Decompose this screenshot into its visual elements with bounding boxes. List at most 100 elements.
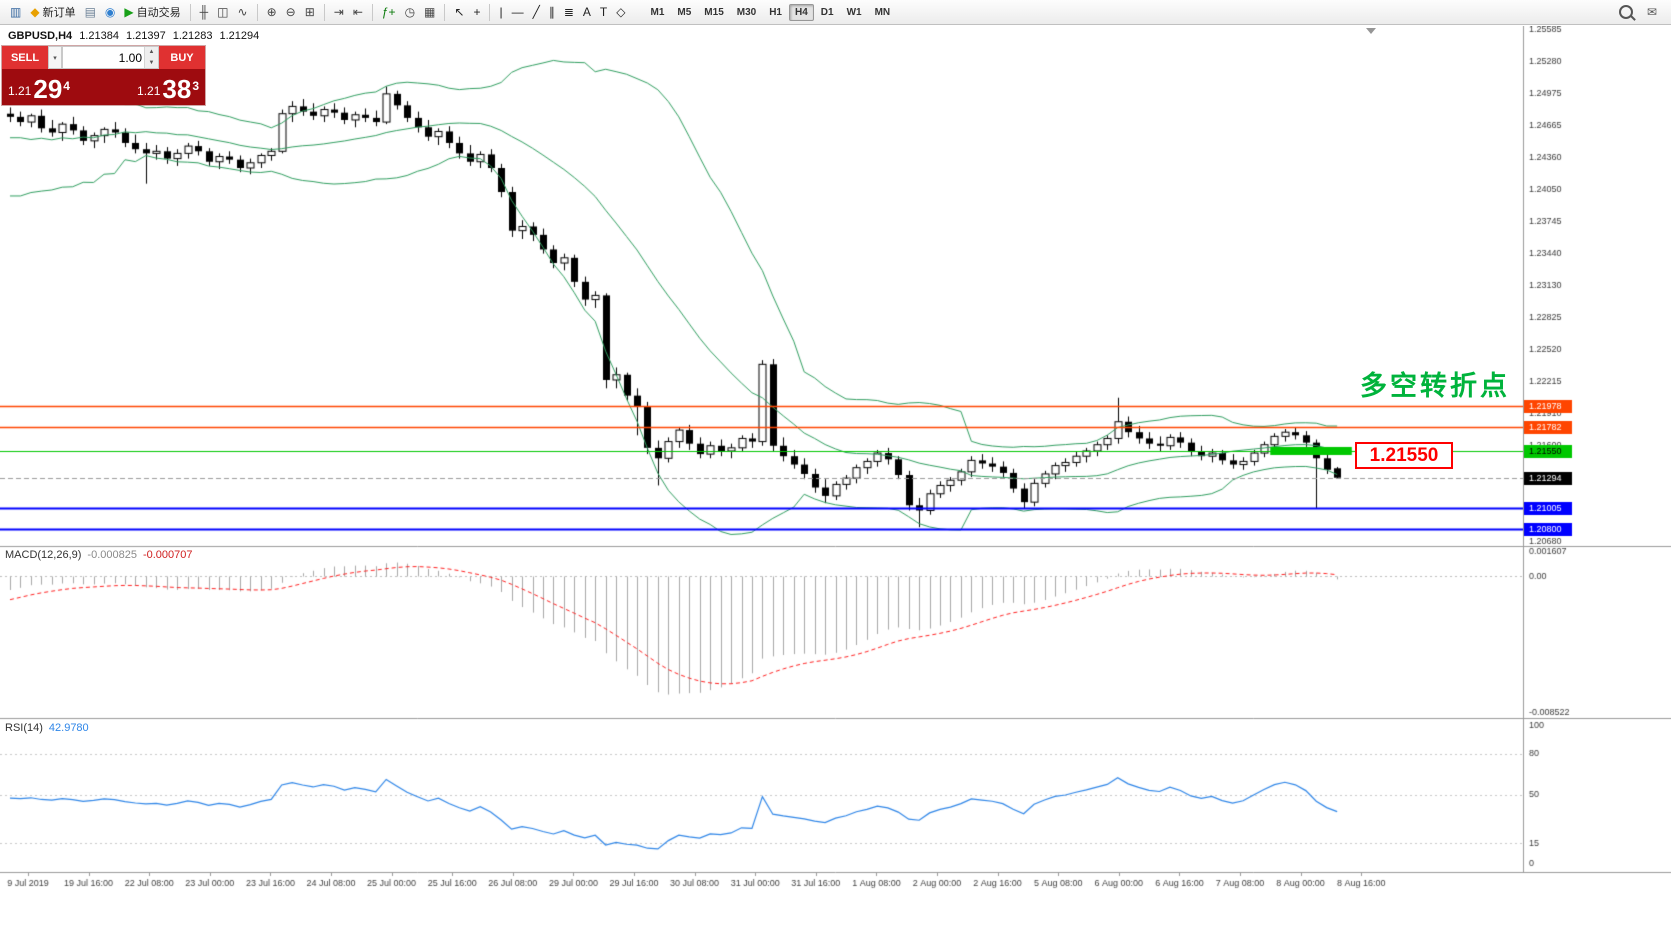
- autotrading-play-icon: ▶: [124, 5, 134, 19]
- timeframe-button-h4[interactable]: H4: [789, 3, 814, 21]
- caret-down-icon: ▾: [53, 54, 57, 62]
- autotrading-button-label: 自动交易: [136, 7, 181, 19]
- timeframe-button-mn[interactable]: MN: [874, 6, 891, 18]
- timeframe-button-m1[interactable]: M1: [650, 6, 665, 18]
- chart-ohlc-info: GBPUSD,H4 1.21384 1.21397 1.21283 1.21294: [8, 30, 266, 42]
- indicators-icon: ƒ+: [381, 5, 396, 19]
- lot-decrease-button[interactable]: ▼: [145, 57, 158, 68]
- timeframe-button-w1[interactable]: W1: [846, 6, 862, 18]
- line-chart-button[interactable]: ∿: [234, 1, 252, 23]
- toolbar-main-group: ▥ ◆ 新订单 ▤ ◉ ▶ 自动交易 ╫ ◫ ∿ ⊕ ⊖ ⊞ ⇥ ⇤ ƒ+ ◷ ▦ ↖ + | — ╱ ∥ ≣ A T ◇: [6, 1, 629, 23]
- timeframe-button-m5[interactable]: M5: [677, 6, 692, 18]
- timeframe-button-d1[interactable]: D1: [820, 6, 834, 18]
- zoom-in-button[interactable]: ⊕: [263, 1, 281, 23]
- bar-chart-button[interactable]: ╫: [196, 1, 213, 23]
- bid-ask-display: 1.21 29 4 1.21 38 3: [2, 69, 205, 105]
- cursor-icon: ↖: [454, 5, 465, 19]
- lot-stepper: ▲ ▼: [144, 47, 158, 68]
- vertical-line-icon: |: [499, 5, 503, 19]
- macd-main-value: -0.000825: [87, 549, 137, 561]
- rsi-value: 42.9780: [48, 722, 89, 734]
- lot-size-input[interactable]: [63, 47, 144, 68]
- horizontal-line-icon: —: [511, 5, 524, 19]
- macd-name: MACD(12,26,9): [5, 549, 82, 561]
- zoom-out-button[interactable]: ⊖: [282, 1, 300, 23]
- periods-clock-icon: ◷: [404, 5, 416, 19]
- toolbar-right-group: ✉: [1615, 1, 1665, 23]
- auto-scroll-icon: ⇥: [333, 5, 344, 19]
- templates-button[interactable]: ▦: [420, 1, 439, 23]
- new-order-icon: ◆: [30, 5, 40, 19]
- trendline-tool-button[interactable]: ╱: [529, 1, 544, 23]
- text-icon: A: [582, 5, 591, 19]
- bid-big-digits: 29: [33, 74, 63, 104]
- bid-price: 1.21 29 4: [8, 74, 70, 104]
- toolbar-separator: [189, 3, 191, 21]
- timeframe-button-m15[interactable]: M15: [704, 6, 724, 18]
- turning-point-price-label[interactable]: 1.21550: [1355, 442, 1453, 469]
- auto-scroll-button[interactable]: ⇥: [330, 1, 348, 23]
- toolbar-separator: [256, 3, 258, 21]
- profiles-icon: ▤: [84, 5, 96, 19]
- vertical-line-tool-button[interactable]: |: [495, 1, 506, 23]
- mql5-community-button[interactable]: ◉: [101, 1, 119, 23]
- rsi-indicator-header: RSI(14) 42.9780: [5, 722, 89, 734]
- chart-shift-icon: ⇤: [352, 5, 363, 19]
- new-chart-button[interactable]: ▥: [6, 1, 25, 23]
- fibonacci-tool-button[interactable]: ≣: [560, 1, 578, 23]
- close-value: 1.21294: [219, 30, 260, 42]
- shapes-icon: ◇: [616, 5, 626, 19]
- toolbar-separator: [444, 3, 446, 21]
- indicators-button[interactable]: ƒ+: [378, 1, 400, 23]
- search-icon: [1618, 5, 1633, 19]
- zoom-out-icon: ⊖: [285, 5, 296, 19]
- ask-pipette: 3: [192, 79, 199, 93]
- trendline-icon: ╱: [532, 5, 540, 19]
- autotrading-button[interactable]: ▶ 自动交易: [120, 1, 184, 23]
- label-icon: T: [599, 5, 608, 19]
- new-chart-icon: ▥: [10, 5, 22, 19]
- fibonacci-icon: ≣: [563, 5, 574, 19]
- lot-increase-button[interactable]: ▲: [145, 47, 158, 58]
- open-value: 1.21384: [79, 30, 119, 42]
- label-tool-button[interactable]: T: [596, 1, 611, 23]
- search-button[interactable]: [1615, 1, 1637, 23]
- shapes-tool-button[interactable]: ◇: [612, 1, 629, 23]
- new-order-button-label: 新订单: [42, 7, 76, 19]
- high-value: 1.21397: [125, 30, 166, 42]
- ask-price: 1.21 38 3: [137, 74, 199, 104]
- new-order-button[interactable]: ◆ 新订单: [26, 1, 79, 23]
- mail-button[interactable]: ✉: [1643, 1, 1661, 23]
- bid-pipette: 4: [63, 79, 70, 93]
- zoom-in-icon: ⊕: [266, 5, 277, 19]
- crosshair-tool-button[interactable]: +: [469, 1, 484, 23]
- price-chart-canvas[interactable]: [0, 26, 1671, 951]
- trade-options-dropdown[interactable]: ▾: [48, 46, 62, 69]
- timeframe-button-h1[interactable]: H1: [769, 6, 782, 18]
- turning-point-annotation[interactable]: 多空转折点: [1360, 371, 1510, 401]
- horizontal-line-tool-button[interactable]: —: [508, 1, 528, 23]
- tile-windows-icon: ⊞: [304, 5, 315, 19]
- bar-chart-icon: ╫: [199, 5, 209, 19]
- symbol-period-label: GBPUSD,H4: [8, 30, 73, 42]
- trade-panel-controls: SELL ▾ ▲ ▼ BUY: [2, 46, 205, 69]
- line-chart-icon: ∿: [237, 5, 248, 19]
- sell-button[interactable]: SELL: [2, 46, 48, 69]
- timeframe-button-m30[interactable]: M30: [736, 6, 757, 18]
- text-tool-button[interactable]: A: [579, 1, 595, 23]
- channel-tool-button[interactable]: ∥: [545, 1, 559, 23]
- profiles-button[interactable]: ▤: [81, 1, 100, 23]
- chart-shift-button[interactable]: ⇤: [349, 1, 367, 23]
- ask-big-digits: 38: [162, 74, 192, 104]
- candlestick-chart-button[interactable]: ◫: [213, 1, 232, 23]
- crosshair-icon: +: [473, 5, 481, 19]
- toolbar-separator: [323, 3, 325, 21]
- lot-size-field: ▲ ▼: [62, 46, 159, 69]
- cursor-tool-button[interactable]: ↖: [450, 1, 468, 23]
- scroll-anchor-icon[interactable]: [1366, 28, 1376, 34]
- periods-button[interactable]: ◷: [401, 1, 419, 23]
- buy-button[interactable]: BUY: [159, 46, 205, 69]
- tile-windows-button[interactable]: ⊞: [301, 1, 319, 23]
